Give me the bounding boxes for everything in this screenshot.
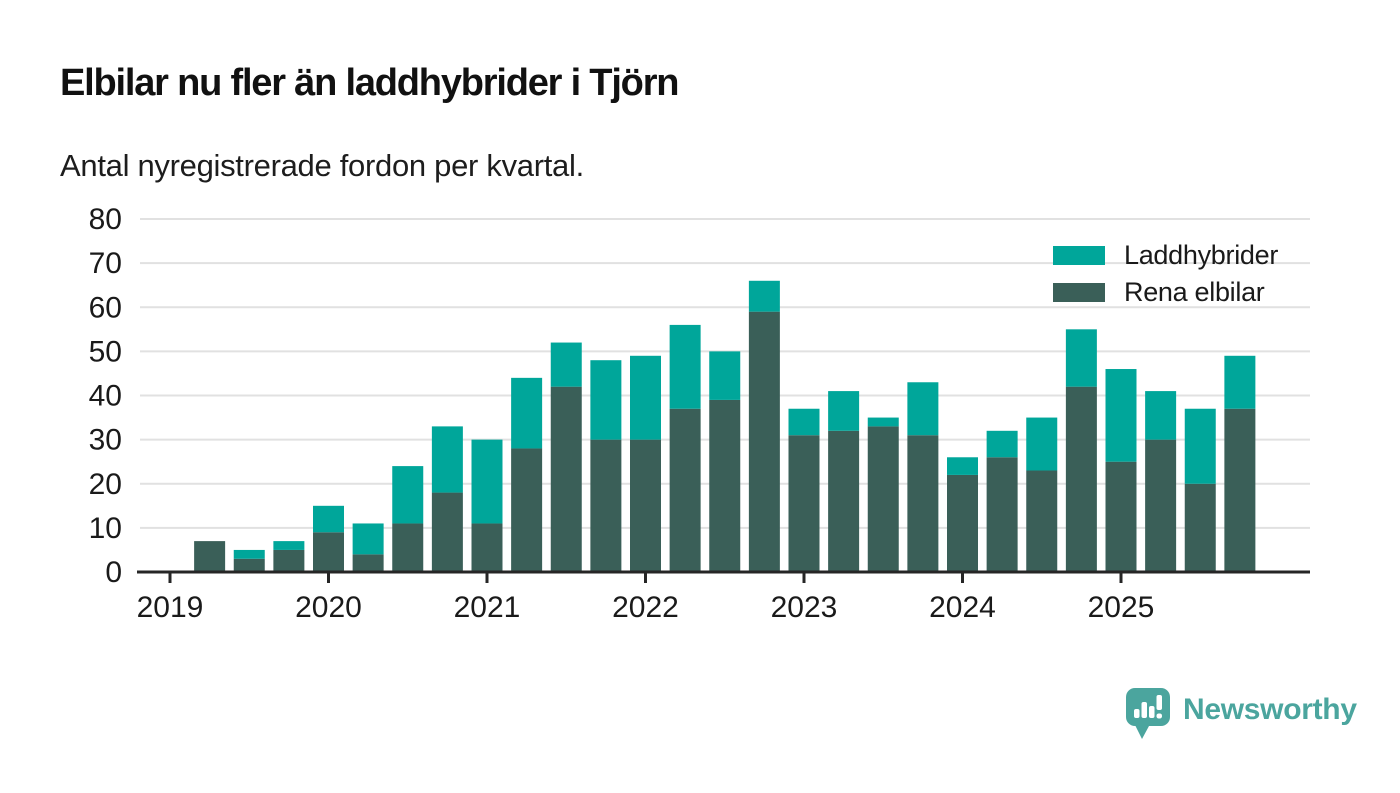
bar-segment-rena-elbilar	[1026, 470, 1058, 572]
bar-segment-laddhybrider	[511, 377, 543, 449]
bar-segment-rena-elbilar	[907, 435, 939, 572]
legend-item-laddhybrider: Laddhybrider	[1053, 240, 1278, 271]
bar-segment-rena-elbilar	[709, 399, 741, 572]
x-axis-label: 2019	[137, 591, 204, 624]
y-axis-label: 40	[89, 380, 122, 413]
bar-segment-laddhybrider	[709, 351, 741, 400]
bar-segment-rena-elbilar	[1065, 386, 1097, 572]
bar-segment-rena-elbilar	[1224, 408, 1256, 572]
y-axis-label: 30	[89, 424, 122, 457]
legend-swatch-rena-elbilar	[1053, 283, 1105, 302]
chart-title: Elbilar nu fler än laddhybrider i Tjörn	[60, 62, 679, 104]
bar-segment-laddhybrider	[986, 430, 1018, 458]
y-axis-label: 10	[89, 512, 122, 545]
x-axis-label: 2020	[295, 591, 362, 624]
bar-segment-rena-elbilar	[590, 439, 622, 572]
legend-label: Rena elbilar	[1124, 277, 1265, 307]
bar-segment-rena-elbilar	[1105, 461, 1137, 572]
bar-segment-rena-elbilar	[947, 474, 978, 572]
bar-segment-rena-elbilar	[1145, 439, 1177, 572]
bar-segment-laddhybrider	[273, 541, 305, 550]
bar-segment-laddhybrider	[867, 417, 899, 427]
bar-segment-rena-elbilar	[273, 549, 305, 572]
legend-swatch-laddhybrider	[1053, 246, 1105, 265]
newsworthy-logo: Newsworthy	[1126, 688, 1357, 746]
bar-segment-rena-elbilar	[471, 523, 503, 572]
newsworthy-wordmark: Newsworthy	[1183, 693, 1357, 726]
bar-segment-laddhybrider	[1065, 329, 1097, 387]
x-axis-label: 2022	[612, 591, 679, 624]
bar-segment-rena-elbilar	[1184, 483, 1216, 572]
bar-segment-laddhybrider	[1184, 408, 1216, 484]
bar-segment-laddhybrider	[1145, 391, 1177, 440]
bar-segment-rena-elbilar	[828, 430, 860, 572]
bar-segment-rena-elbilar	[233, 558, 265, 572]
bar-segment-laddhybrider	[1224, 355, 1256, 409]
x-axis-label: 2025	[1088, 591, 1155, 624]
bar-segment-rena-elbilar	[630, 439, 661, 572]
bar-segment-laddhybrider	[947, 457, 978, 475]
bar-segment-laddhybrider	[788, 408, 820, 436]
y-axis-label: 20	[89, 468, 122, 501]
bar-segment-laddhybrider	[630, 355, 661, 440]
bar-segment-rena-elbilar	[788, 435, 820, 572]
bar-segment-laddhybrider	[313, 505, 344, 533]
bar-segment-rena-elbilar	[431, 492, 463, 572]
y-axis-label: 80	[89, 203, 122, 236]
bar-segment-rena-elbilar	[313, 532, 344, 572]
bar-segment-laddhybrider	[352, 523, 384, 555]
x-axis-label: 2021	[454, 591, 521, 624]
y-axis-label: 0	[105, 556, 122, 589]
y-axis-label: 60	[89, 291, 122, 324]
bar-segment-rena-elbilar	[986, 457, 1018, 572]
bar-segment-rena-elbilar	[867, 426, 899, 572]
bar-segment-laddhybrider	[1026, 417, 1058, 471]
bar-segment-rena-elbilar	[352, 554, 384, 572]
y-axis-label: 50	[89, 335, 122, 368]
bar-segment-laddhybrider	[669, 324, 701, 409]
bar-segment-rena-elbilar	[669, 408, 701, 572]
bar-segment-laddhybrider	[471, 439, 503, 524]
bar-segment-rena-elbilar	[748, 311, 780, 572]
bar-segment-rena-elbilar	[194, 541, 226, 572]
x-axis-label: 2023	[771, 591, 838, 624]
legend: Laddhybrider Rena elbilar	[1053, 240, 1278, 308]
chart-subtitle: Antal nyregistrerade fordon per kvartal.	[60, 148, 584, 183]
legend-label: Laddhybrider	[1124, 240, 1279, 270]
bar-segment-laddhybrider	[748, 280, 780, 312]
bar-segment-laddhybrider	[828, 391, 860, 431]
bar-segment-laddhybrider	[550, 342, 582, 387]
legend-item-rena-elbilar: Rena elbilar	[1053, 277, 1278, 308]
bar-segment-laddhybrider	[907, 382, 939, 436]
bar-segment-laddhybrider	[392, 466, 424, 524]
newsworthy-icon	[1126, 688, 1170, 739]
bar-segment-laddhybrider	[431, 426, 463, 493]
bar-segment-laddhybrider	[590, 360, 622, 440]
y-axis-label: 70	[89, 247, 122, 280]
bar-segment-rena-elbilar	[550, 386, 582, 572]
x-axis-label: 2024	[929, 591, 996, 624]
bar-segment-rena-elbilar	[511, 448, 543, 572]
bar-segment-laddhybrider	[1105, 369, 1137, 462]
bar-segment-rena-elbilar	[392, 523, 424, 572]
bar-segment-laddhybrider	[233, 549, 265, 559]
